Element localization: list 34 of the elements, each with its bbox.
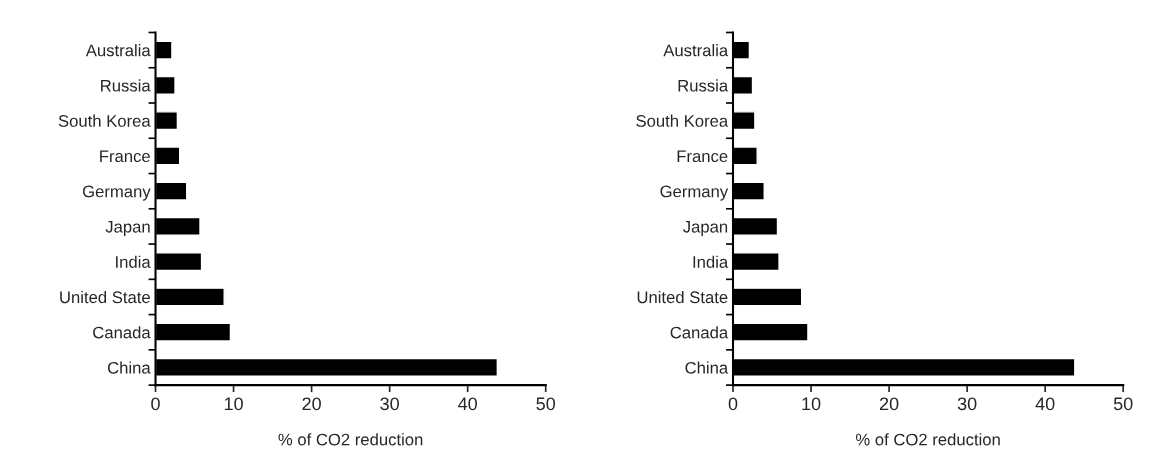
x-axis-title: % of CO2 reduction: [855, 433, 1000, 446]
y-tick-label: China: [685, 361, 729, 374]
x-tick-label: 20: [879, 397, 899, 411]
x-tick-label: 30: [957, 397, 977, 411]
x-tick-label: 50: [1113, 397, 1133, 411]
y-tick-label: Canada: [670, 326, 729, 339]
y-tick-label: France: [677, 150, 728, 163]
y-tick-label: South Korea: [636, 114, 729, 127]
y-tick-label: France: [100, 150, 150, 163]
x-tick-label: 40: [1035, 397, 1055, 411]
y-tick-label: Germany: [82, 185, 151, 201]
y-tick-label: Russia: [101, 79, 151, 92]
x-tick-label: 20: [302, 397, 321, 411]
y-tick-label: United State: [60, 290, 150, 304]
x-tick-label: 0: [728, 397, 738, 411]
y-tick-label: India: [693, 255, 729, 268]
x-tick-label: 40: [458, 397, 478, 411]
x-tick-label: 50: [536, 397, 556, 411]
y-tick-label: Russia: [678, 79, 729, 92]
y-tick-label: Canada: [93, 326, 151, 339]
x-axis-title: % of CO2 reduction: [278, 433, 423, 446]
y-tick-label: Germany: [660, 185, 729, 201]
x-tick-label: 10: [224, 397, 243, 411]
x-tick-label: 30: [380, 397, 399, 411]
y-tick-label: India: [116, 255, 151, 268]
y-tick-label: Australia: [85, 44, 151, 57]
y-tick-label: Japan: [105, 221, 150, 236]
y-tick-label: United State: [637, 290, 728, 304]
x-tick-label: 10: [802, 397, 821, 411]
y-tick-label: South Korea: [58, 114, 151, 127]
y-tick-label: Australia: [663, 44, 729, 57]
x-tick-label: 0: [151, 397, 160, 411]
y-tick-label: China: [107, 361, 151, 374]
y-tick-label: Japan: [683, 221, 728, 236]
